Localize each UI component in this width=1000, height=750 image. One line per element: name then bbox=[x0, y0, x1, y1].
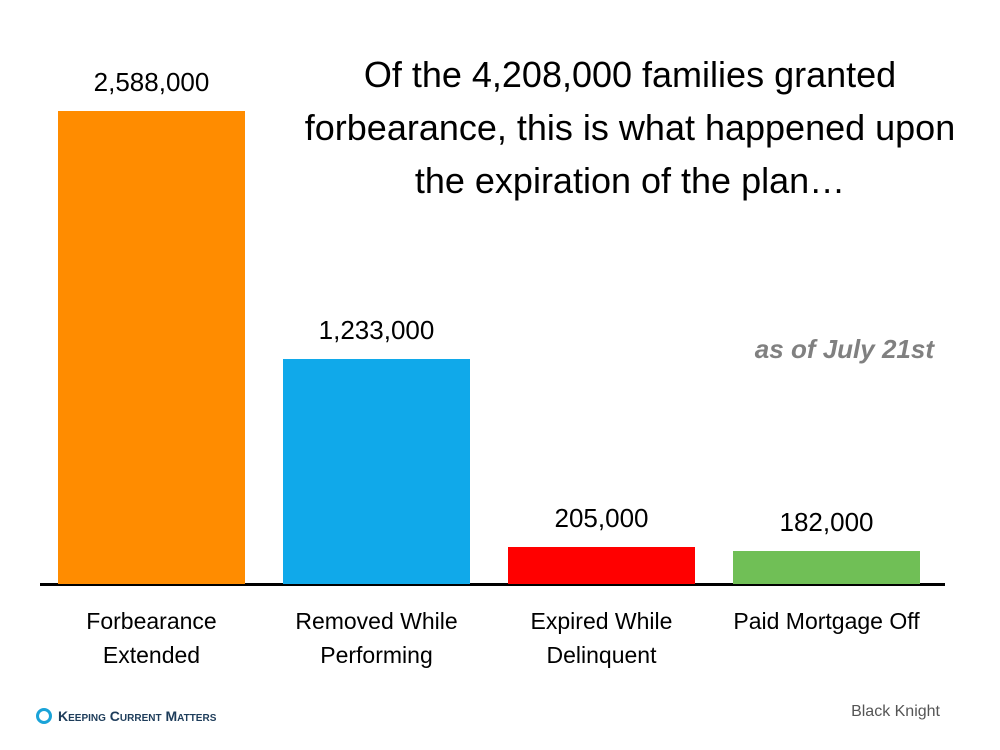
bar bbox=[283, 358, 470, 584]
bar bbox=[733, 550, 920, 584]
value-label: 2,588,000 bbox=[93, 67, 210, 97]
chart-subtitle: as of July 21st bbox=[754, 334, 934, 364]
logo: Keeping Current Matters bbox=[36, 708, 216, 724]
baseline bbox=[40, 583, 945, 586]
bar bbox=[508, 546, 695, 584]
value-label: 1,233,000 bbox=[318, 314, 435, 345]
category-label: Removed While Performing bbox=[295, 608, 458, 668]
source: Black Knight bbox=[851, 703, 940, 720]
category-label: Forbearance Extended bbox=[86, 608, 217, 668]
value-label: 182,000 bbox=[779, 506, 874, 537]
category-label: Expired While Delinquent bbox=[530, 608, 673, 668]
value-label: 205,000 bbox=[554, 502, 649, 533]
chart-title: Of the 4,208,000 families granted forbea… bbox=[304, 54, 956, 201]
logo-text: Keeping Current Matters bbox=[58, 708, 217, 724]
category-label: Paid Mortgage Off bbox=[733, 608, 920, 634]
bar bbox=[58, 111, 245, 584]
logo-icon bbox=[36, 708, 52, 724]
